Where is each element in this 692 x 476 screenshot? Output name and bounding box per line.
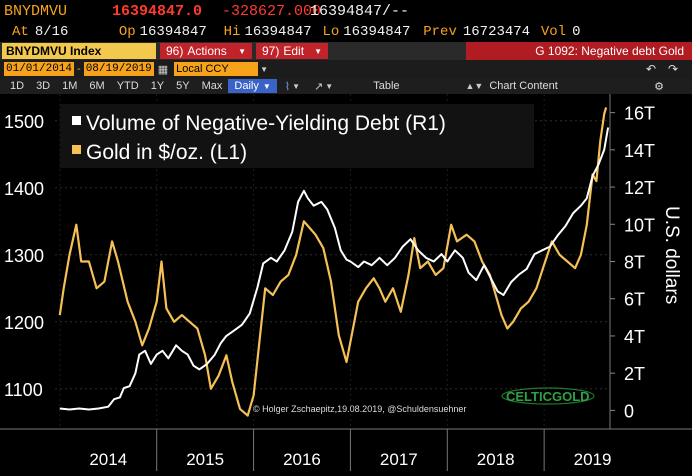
period-6m[interactable]: 6M xyxy=(89,80,105,92)
x-tick-label: 2016 xyxy=(283,450,321,469)
chevron-down-icon[interactable]: ▼ xyxy=(325,81,334,91)
right-tick-label: 8T xyxy=(624,253,645,273)
period-max[interactable]: Max xyxy=(201,80,223,92)
ticker-symbol[interactable]: BNYDMVU xyxy=(4,2,68,20)
actions-number: 96) xyxy=(166,44,184,58)
negative-debt-line xyxy=(59,127,610,411)
chart-area: 1100 1200 1300 1400 1500 0 2T 4T 6T 8T 10T 12T 14T 1… xyxy=(0,94,692,471)
open-value: 16394847 xyxy=(139,24,207,40)
legend-swatch-white xyxy=(72,116,81,125)
chart-content-button[interactable]: Chart Content xyxy=(489,80,558,92)
chevron-down-icon: ▼ xyxy=(262,81,271,91)
high-label: Hi xyxy=(223,24,241,40)
chevron-down-icon[interactable]: ▼ xyxy=(260,64,269,74)
frequency-label: Daily xyxy=(234,80,259,92)
left-tick-label: 1400 xyxy=(4,179,44,199)
edit-number: 97) xyxy=(262,44,280,58)
period-3d[interactable]: 3D xyxy=(36,80,51,92)
vol-value: 0 xyxy=(572,24,581,40)
price-change: -328627.000 xyxy=(222,2,322,20)
at-date: 8/16 xyxy=(34,24,69,40)
actions-label: Actions xyxy=(187,44,227,58)
undo-icon[interactable]: ↶ xyxy=(645,62,656,76)
frequency-select[interactable]: Daily ▼ xyxy=(228,79,277,93)
edit-button[interactable]: 97) Edit ▼ xyxy=(256,43,328,59)
edit-label: Edit xyxy=(283,44,305,58)
line-chart-icon[interactable]: ⌇ xyxy=(284,80,291,93)
logo-ring xyxy=(501,387,595,405)
chart-title-bar: G 1092: Negative debt Gold xyxy=(466,42,692,60)
date-range-bar: 01/01/2014 - 08/19/2019 ▦ Local CCY ▼ ↶ … xyxy=(0,60,692,78)
right-tick-label: 0 xyxy=(624,401,634,421)
start-date-input[interactable]: 01/01/2014 xyxy=(4,62,75,76)
gear-icon[interactable]: ⚙ xyxy=(654,80,664,93)
left-tick-label: 1500 xyxy=(4,112,44,132)
period-5y[interactable]: 5Y xyxy=(176,80,190,92)
table-button[interactable]: Table xyxy=(373,80,400,92)
gold-price-line xyxy=(58,107,608,417)
chevron-down-icon[interactable]: ▼ xyxy=(292,81,301,91)
legend-swatch-gold xyxy=(72,145,81,154)
right-tick-label: 2T xyxy=(624,364,645,384)
low-label: Lo xyxy=(322,24,340,40)
last-price: 16394847.0 xyxy=(112,2,203,20)
x-tick-label: 2019 xyxy=(574,450,612,469)
right-tick-label: 14T xyxy=(624,141,655,161)
x-tick-label: 2017 xyxy=(380,450,418,469)
period-ytd[interactable]: YTD xyxy=(116,80,139,92)
left-tick-label: 1200 xyxy=(4,313,44,333)
period-1m[interactable]: 1M xyxy=(62,80,78,92)
calendar-icon[interactable]: ▦ xyxy=(157,63,169,76)
open-label: Op xyxy=(118,24,136,40)
legend-box xyxy=(60,104,534,168)
chart-content-icon[interactable]: ▲▼ xyxy=(465,81,484,91)
command-bar: BNYDMVU Index 96) Actions ▼ 97) Edit ▼ G… xyxy=(0,42,692,60)
celticgold-logo: CELTICGOLD xyxy=(501,387,595,405)
left-tick-label: 1100 xyxy=(4,380,43,400)
prev-label: Prev xyxy=(423,24,457,40)
chevron-down-icon: ▼ xyxy=(238,46,246,56)
redo-icon[interactable]: ↷ xyxy=(667,62,678,76)
left-tick-label: 1300 xyxy=(4,246,44,266)
quote-line-2: At 8/16 Op 16394847 Hi 16394847 Lo 16394… xyxy=(0,22,692,42)
bid-ask: 16394847/-- xyxy=(310,2,410,20)
period-bar: 1D 3D 1M 6M YTD 1Y 5Y Max Daily ▼ ⌇ ▼ ↗ … xyxy=(0,78,692,94)
legend-entry-negative-debt: Volume of Negative-Yielding Debt (R1) xyxy=(86,112,446,135)
actions-button[interactable]: 96) Actions ▼ xyxy=(160,43,252,59)
currency-select[interactable]: Local CCY xyxy=(174,62,259,76)
legend-entry-gold: Gold in $/oz. (L1) xyxy=(86,141,247,164)
x-tick-label: 2015 xyxy=(186,450,224,469)
at-label: At xyxy=(12,24,29,40)
period-1y[interactable]: 1Y xyxy=(150,80,165,92)
end-date-input[interactable]: 08/19/2019 xyxy=(83,62,154,76)
logo-text: CELTICGOLD xyxy=(506,389,590,404)
prev-value: 16723474 xyxy=(462,24,531,40)
x-tick-label: 2014 xyxy=(89,450,127,469)
draw-icon[interactable]: ↗ xyxy=(314,80,324,93)
right-tick-label: 12T xyxy=(624,178,655,198)
right-tick-label: 4T xyxy=(624,327,645,347)
right-axis-label: U.S. dollars xyxy=(661,206,682,304)
vol-label: Vol xyxy=(540,24,567,40)
line-chart: 1100 1200 1300 1400 1500 0 2T 4T 6T 8T 10T 12T 14T 1… xyxy=(0,94,692,471)
chevron-down-icon: ▼ xyxy=(314,46,322,56)
right-tick-label: 10T xyxy=(624,215,655,235)
low-value: 16394847 xyxy=(343,24,411,40)
x-tick-label: 2018 xyxy=(477,450,515,469)
period-1d[interactable]: 1D xyxy=(10,80,25,92)
high-value: 16394847 xyxy=(244,24,312,40)
copyright-annotation: © Holger Zschaepitz,19.08.2019, @Schulde… xyxy=(253,404,466,414)
date-separator: - xyxy=(77,63,81,75)
chart-id: G 1092: Negative debt Gold xyxy=(535,44,684,58)
index-field[interactable]: BNYDMVU Index xyxy=(2,43,156,59)
right-tick-label: 16T xyxy=(624,104,655,124)
quote-line-1: BNYDMVU 16394847.0 -328627.000 16394847/… xyxy=(0,0,692,22)
right-tick-label: 6T xyxy=(624,290,645,310)
